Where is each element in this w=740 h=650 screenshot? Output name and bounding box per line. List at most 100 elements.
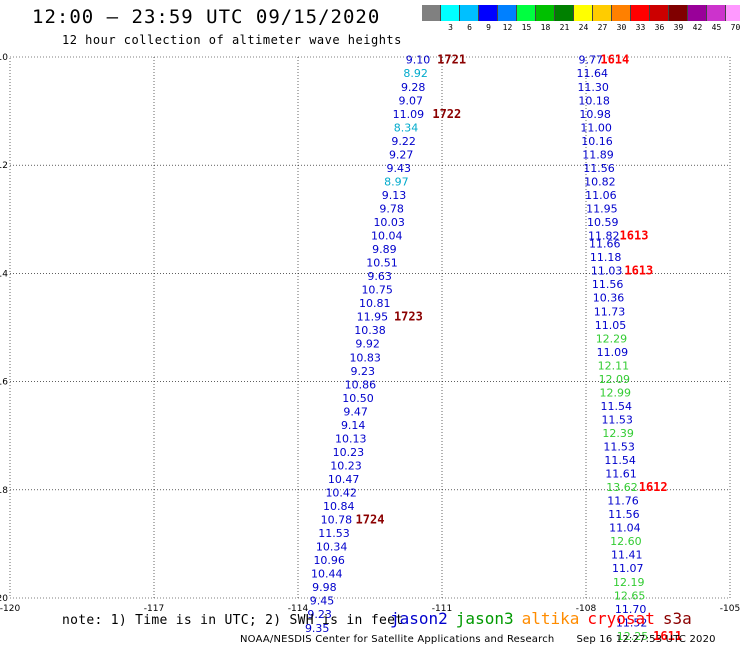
wave-height-label: 10.23 (333, 446, 365, 459)
color-swatch (422, 5, 441, 21)
wave-height-label: 12.39 (602, 427, 634, 440)
wave-height-label: 12.25 (617, 630, 649, 643)
wave-height-label: 11.00 (580, 121, 612, 134)
y-tick-label: -20 (0, 594, 8, 604)
color-scale-label: 30 (616, 23, 627, 32)
wave-height-label: 10.42 (325, 487, 357, 500)
wave-height-label: 11.03 (591, 265, 623, 278)
wave-height-label: 9.14 (341, 419, 366, 432)
x-tick-label: -120 (0, 604, 20, 614)
pass-time-label: 1611 (653, 629, 682, 643)
legend-item: s3a (662, 609, 692, 628)
x-tick-label: -108 (576, 604, 597, 614)
wave-height-label: 11.73 (594, 305, 626, 318)
color-swatch (517, 5, 536, 21)
wave-height-label: 10.51 (366, 257, 398, 270)
color-swatch (707, 5, 726, 21)
wave-height-label: 11.53 (318, 527, 350, 540)
x-tick-label: -105 (720, 604, 740, 614)
pass-time-label: 1723 (394, 310, 423, 324)
footer-credit: NOAA/NESDIS Center for Satellite Applica… (240, 634, 555, 645)
wave-height-label: 9.10 (406, 54, 431, 67)
pass-time-label: 1721 (437, 53, 466, 67)
color-scale-label: 39 (673, 23, 684, 32)
wave-height-label: 11.52 (616, 616, 648, 629)
wave-height-label: 9.78 (379, 202, 404, 215)
color-swatch (688, 5, 707, 21)
wave-height-label: 11.09 (597, 346, 629, 359)
wave-height-label: 9.07 (399, 94, 424, 107)
wave-height-label: 9.45 (310, 595, 335, 608)
page-title: 12:00 – 23:59 UTC 09/15/2020 (32, 6, 381, 28)
wave-height-label: 11.64 (576, 67, 608, 80)
y-tick-label: -18 (0, 486, 8, 496)
legend-item: cryosat (587, 609, 655, 628)
wave-height-label: 9.23 (351, 365, 376, 378)
wave-height-label: 11.53 (601, 413, 633, 426)
wave-height-label: 11.56 (583, 162, 615, 175)
color-scale-label: 36 (654, 23, 665, 32)
wave-height-label: 11.04 (609, 522, 641, 535)
footer: NOAA/NESDIS Center for Satellite Applica… (240, 634, 716, 645)
wave-height-label: 9.23 (307, 608, 332, 621)
wave-height-label: 10.36 (593, 292, 625, 305)
wave-height-label: 9.98 (312, 581, 337, 594)
wave-height-label: 11.76 (607, 495, 639, 508)
y-tick-label: -12 (0, 161, 8, 171)
x-tick-label: -114 (288, 604, 309, 614)
wave-height-label: 12.99 (600, 386, 632, 399)
wave-height-label: 11.05 (595, 319, 627, 332)
color-scale-label: 33 (635, 23, 646, 32)
wave-height-label: 11.18 (590, 251, 622, 264)
wave-height-label: 10.81 (359, 297, 391, 310)
wave-height-label: 9.27 (389, 148, 414, 161)
y-tick-label: -16 (0, 378, 8, 388)
color-scale-label: 21 (559, 23, 570, 32)
wave-height-label: 10.18 (578, 94, 610, 107)
wave-height-label: 10.44 (311, 568, 343, 581)
wave-height-label: 13.62 (606, 481, 638, 494)
wave-height-label: 10.03 (373, 216, 405, 229)
color-scale-label: 3 (448, 23, 453, 32)
wave-height-label: 8.34 (394, 121, 419, 134)
color-scale-label: 42 (692, 23, 703, 32)
color-swatch (555, 5, 574, 21)
wave-height-label: 11.56 (592, 278, 624, 291)
color-scale-label: 9 (486, 23, 491, 32)
map-frame (9, 56, 731, 599)
wave-height-label: 9.63 (367, 270, 392, 283)
color-scale-label: 45 (711, 23, 722, 32)
wave-height-label: 10.98 (579, 108, 611, 121)
color-swatch (650, 5, 669, 21)
wave-height-label: 9.47 (343, 405, 368, 418)
wave-height-label: 11.89 (582, 148, 614, 161)
wave-height-label: 8.92 (403, 67, 428, 80)
wave-height-label: 9.22 (391, 135, 416, 148)
x-tick-label: -117 (144, 604, 164, 614)
satellite-legend: jason2 jason3 altika cryosat s3a (390, 609, 692, 628)
wave-height-label: 12.29 (596, 332, 628, 345)
wave-height-label: 10.16 (581, 135, 613, 148)
color-swatch (536, 5, 555, 21)
color-scale-label: 70 (730, 23, 740, 32)
wave-height-label: 11.95 (586, 202, 618, 215)
wave-height-label: 11.09 (393, 108, 425, 121)
wave-height-label: 9.35 (305, 622, 330, 635)
color-scale-label: 18 (540, 23, 551, 32)
wave-height-label: 9.28 (401, 81, 426, 94)
color-scale-bar (422, 5, 740, 21)
wave-height-label: 11.95 (357, 311, 389, 324)
wave-height-label: 9.89 (372, 243, 397, 256)
color-swatch (593, 5, 612, 21)
wave-height-label: 10.96 (313, 554, 345, 567)
x-tick-label: -111 (432, 604, 452, 614)
wave-height-label: 10.83 (349, 351, 381, 364)
wave-height-label: 10.50 (342, 392, 374, 405)
y-tick-label: -10 (0, 53, 8, 63)
wave-height-label: 9.13 (382, 189, 407, 202)
pass-time-label: 1612 (639, 480, 668, 494)
wave-height-label: 11.82 (588, 230, 620, 243)
wave-height-label: 10.34 (316, 541, 348, 554)
legend-item: jason2 (390, 609, 448, 628)
color-scale-label: 12 (502, 23, 513, 32)
